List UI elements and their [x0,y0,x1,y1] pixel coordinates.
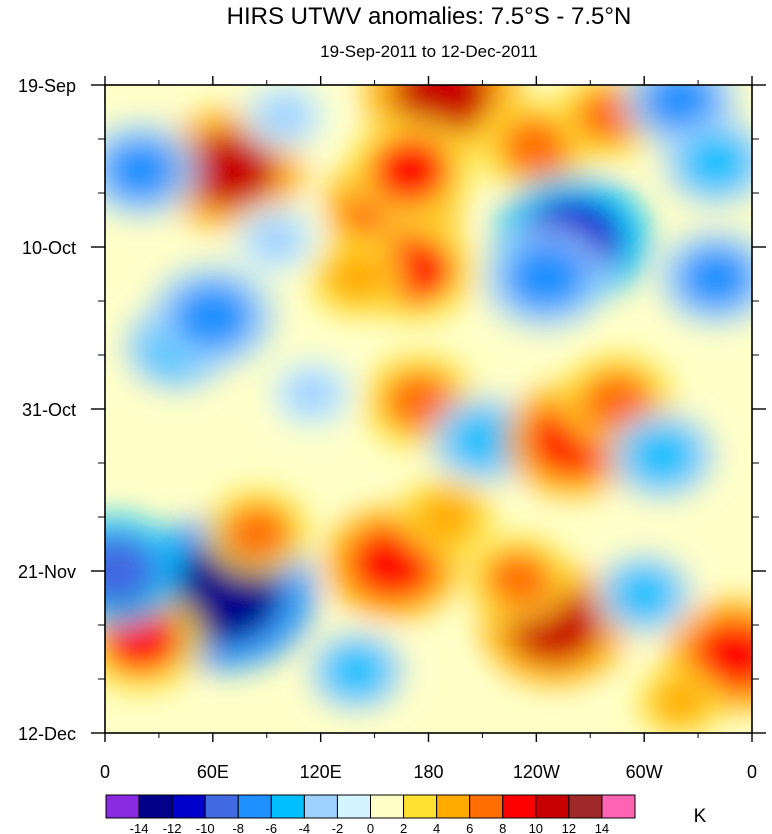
colorbar-label: 6 [466,821,473,834]
y-tick-label: 12-Dec [18,724,76,744]
colorbar-swatch [171,794,206,819]
colorbar-swatch [303,794,338,819]
colorbar-swatch [403,794,438,819]
colorbar-label: -12 [163,821,182,834]
y-tick-label: 21-Nov [18,562,76,582]
heatmap-cell [248,216,303,262]
x-tick-label: 0 [747,762,757,782]
colorbar-swatch [204,794,239,819]
colorbar-swatch [469,794,504,819]
colorbar-swatch [105,794,140,819]
heatmap-cell [691,620,752,692]
colorbar-label: 14 [595,821,609,834]
heatmap-cell [580,371,654,432]
heatmap-field [105,85,752,733]
colorbar-swatch [568,794,603,819]
colorbar-swatch [436,794,471,819]
heatmap-cell [682,134,750,190]
heatmap-cell [326,252,387,303]
colorbar-label: 0 [367,821,374,834]
colorbar-label: 12 [562,821,576,834]
colorbar-swatch [535,794,570,819]
heatmap-cell [105,535,157,607]
chart-subtitle: 19-Sep-2011 to 12-Dec-2011 [320,42,538,61]
heatmap-cell [679,247,752,309]
colorbar-label: -2 [332,821,344,834]
colorbar-label: -10 [196,821,215,834]
heatmap-cell [614,569,675,620]
colorbar-label: -8 [232,821,244,834]
x-tick-label: 60W [626,762,663,782]
colorbar-swatch [237,794,272,819]
colorbar-swatch [138,794,173,819]
heatmap-cell [184,131,277,208]
heatmap-cell [105,139,178,201]
colorbar-swatch [502,794,537,819]
heatmap-cell [485,551,552,607]
colorbar-label: -4 [299,821,311,834]
y-tick-label: 31-Oct [22,400,76,420]
x-tick-label: 60E [197,762,229,782]
x-tick-label: 120W [513,762,560,782]
colorbar-label: 10 [529,821,543,834]
y-tick-label: 19-Sep [18,76,76,96]
colorbar-label: 2 [400,821,407,834]
chart-title: HIRS UTWV anomalies: 7.5°S - 7.5°N [227,3,632,30]
heatmap-cell [449,412,516,468]
x-tick-label: 120E [300,762,342,782]
heatmap-cell [370,137,451,203]
heatmap-cell [653,679,707,725]
heatmap-cell [628,427,696,483]
heatmap-cell [499,116,573,177]
heatmap-cell [284,371,339,416]
colorbar-swatch [336,794,371,819]
colorbar-unit: K [694,806,707,827]
x-tick-label: 0 [100,762,110,782]
heatmap-cell [224,504,291,561]
heatmap-cell [505,245,585,311]
colorbar-label: -14 [130,821,149,834]
y-tick-label: 10-Oct [22,238,76,258]
colorbar-label: -6 [266,821,278,834]
colorbar-swatch [601,794,636,819]
heatmap-cell [257,93,312,139]
colorbar-swatch [270,794,305,819]
heatmap-cell [326,646,387,697]
heatmap-cell [643,85,717,131]
colorbar-label: 8 [499,821,506,834]
colorbar-swatch [370,794,405,819]
colorbar: -14 -12 -10 -8 -6 -4 -2 0 2 4 6 8 10 12 14 [105,794,636,834]
colorbar-label: 4 [433,821,440,834]
x-tick-label: 180 [413,762,443,782]
axes: 0 60E 120E 180 120W 60W 0 19-Sep 10-Oct 31-Oct 21-… [18,76,766,782]
heatmap-cell [416,492,477,542]
heatmap-cell [173,283,253,350]
